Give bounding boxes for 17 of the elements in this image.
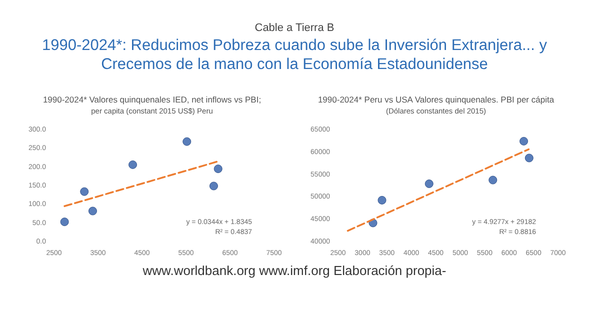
chart-title: 1990-2024* Valores quinquenales IED, net inflows vs PBI; (42, 94, 262, 104)
point (424, 180, 434, 188)
point (214, 164, 222, 174)
text: www.worldbank.org www.imf.org Elaboración propia- (142, 263, 448, 278)
chart-title: 1990-2024* Peru vs USA Valores quinquenales. PBI per cápita (318, 94, 554, 104)
point (182, 137, 192, 146)
point (209, 182, 218, 190)
text: 1990-2024*: Reducimos Pobreza cuando sube la Inversión Extranjera... y Crecemos de la mano con la Economía Estadounidense (41, 36, 548, 74)
point (378, 196, 386, 204)
point (60, 218, 69, 226)
text: Cable a Tierra B (254, 22, 336, 34)
point (88, 206, 97, 216)
point (488, 176, 498, 184)
point (128, 160, 138, 169)
point (80, 187, 89, 196)
point (520, 136, 528, 146)
point (524, 154, 534, 162)
